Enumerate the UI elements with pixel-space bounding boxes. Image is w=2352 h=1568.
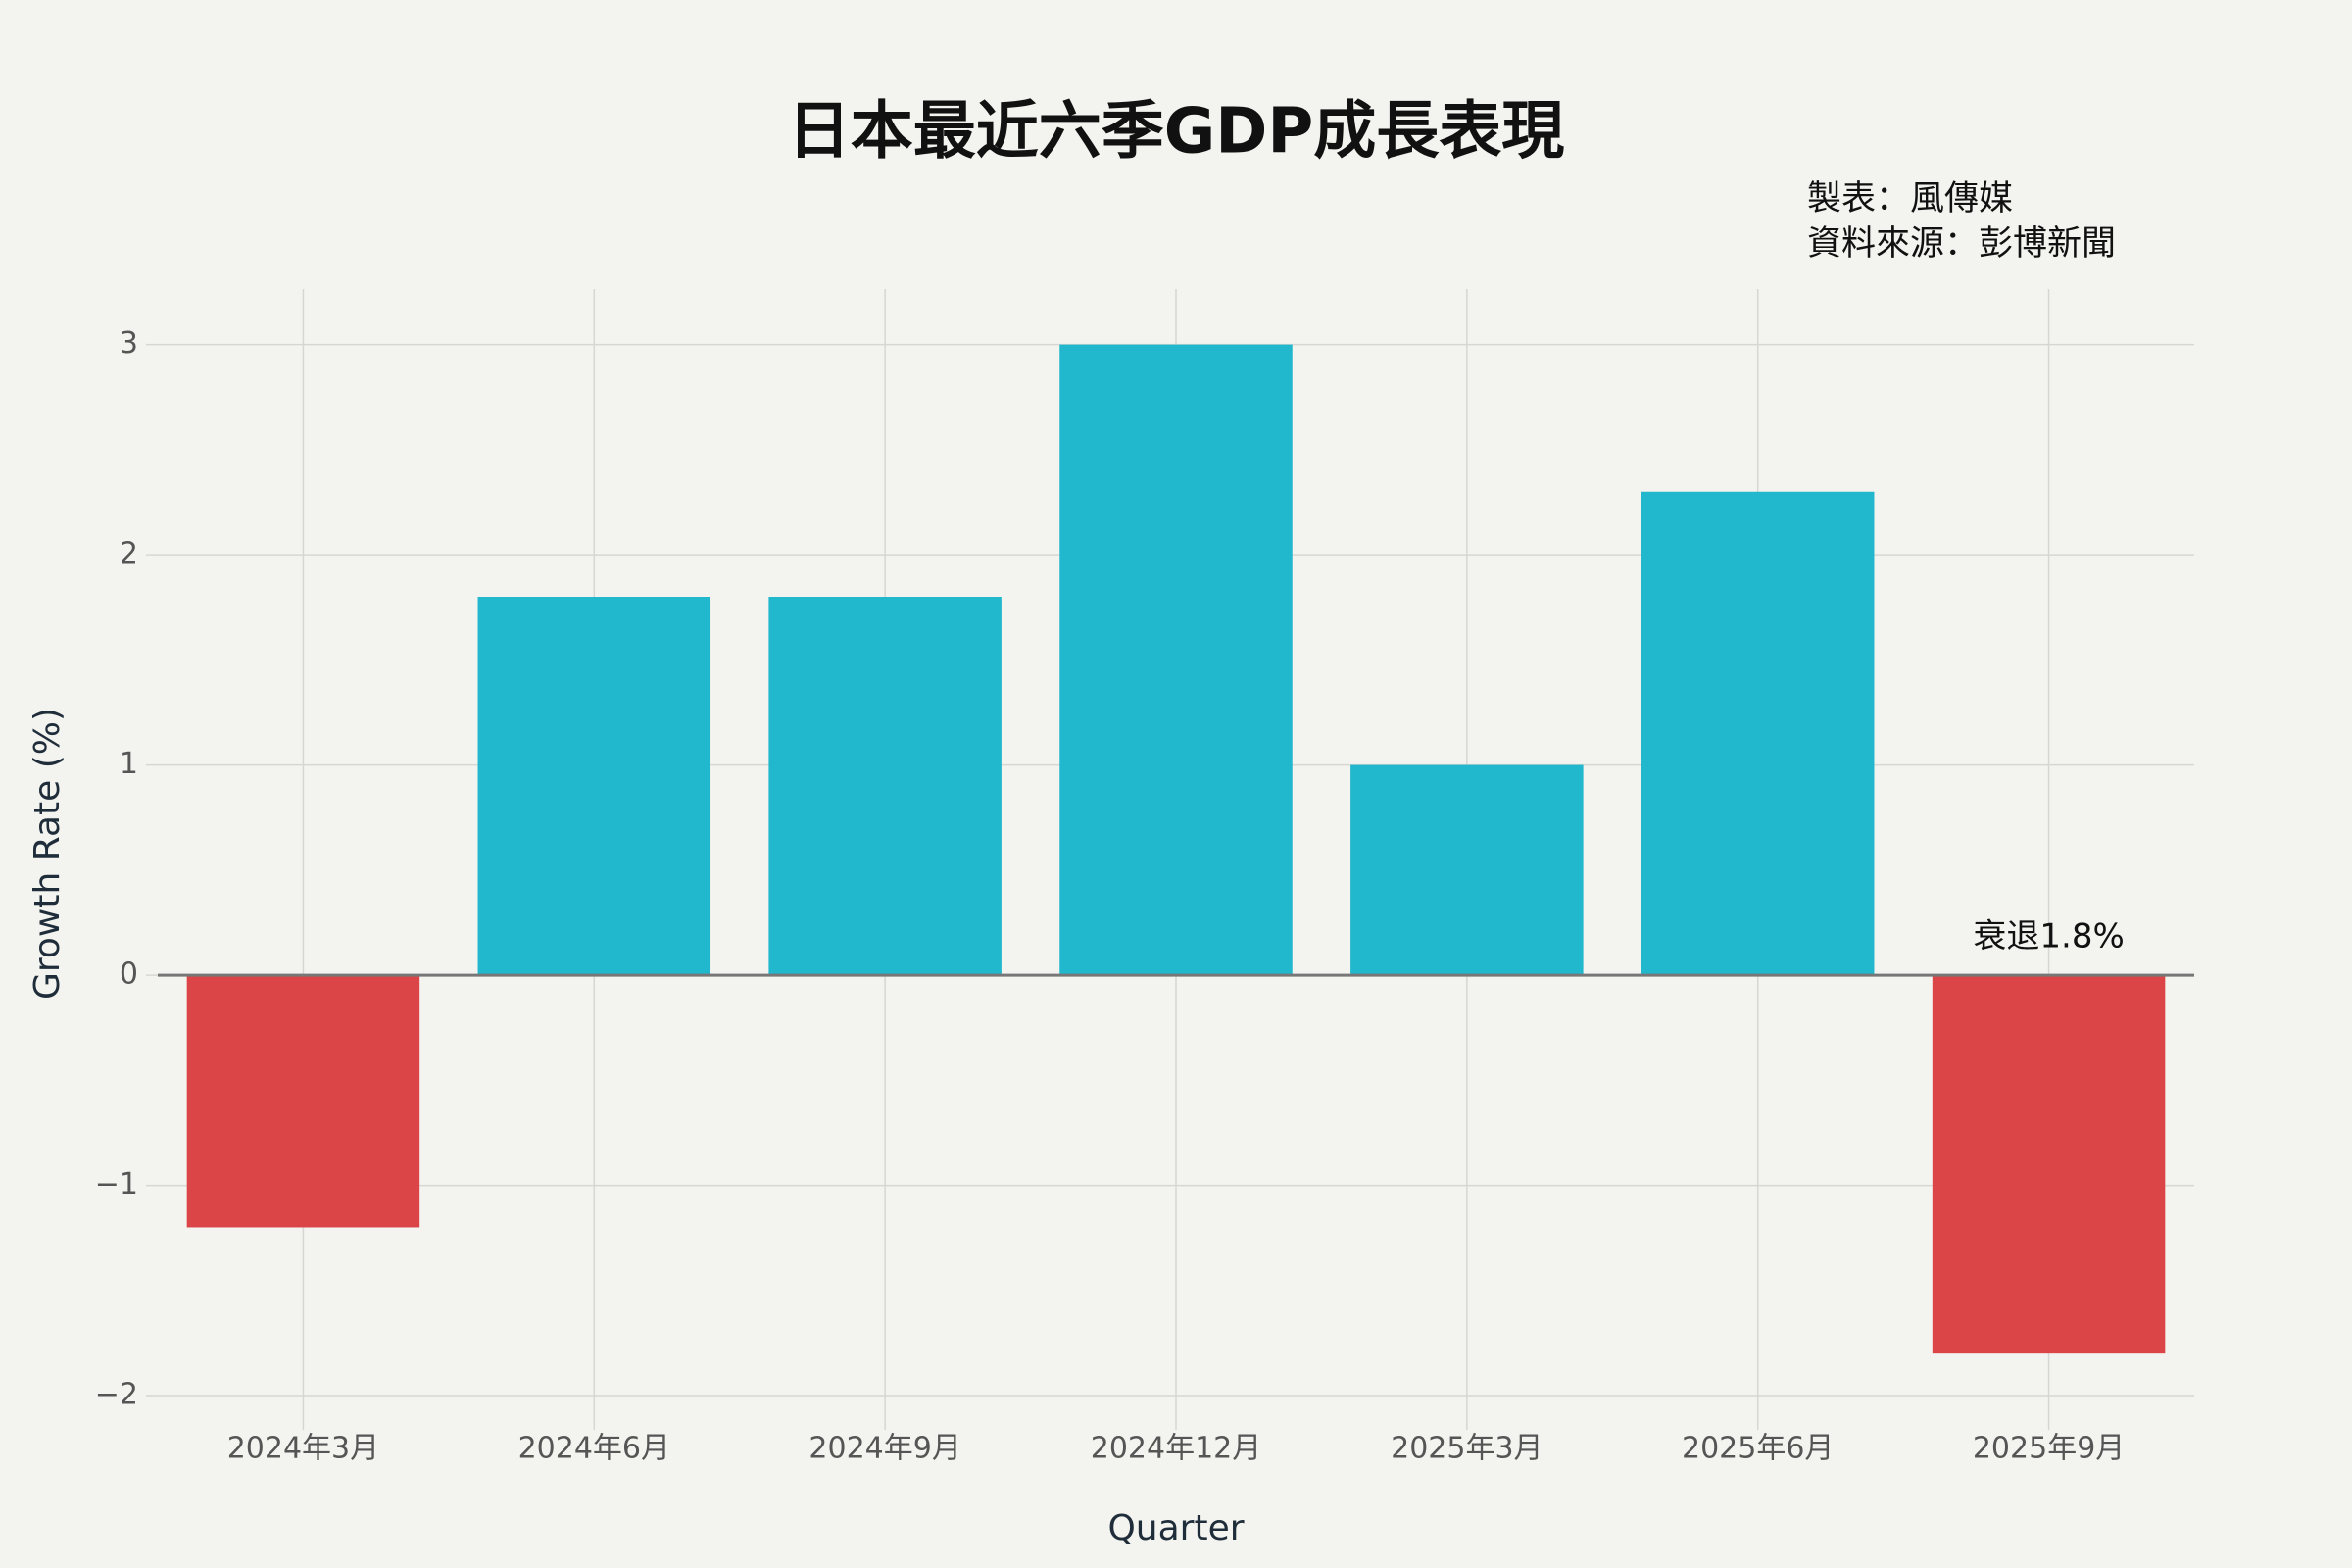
chart-title: 日本最近六季GDP成長表現 xyxy=(788,96,1565,169)
x-tick-label: 2025年3月 xyxy=(1391,1432,1543,1466)
bar xyxy=(1932,975,2166,1354)
credit: 製表：風傳媒 xyxy=(1807,179,2013,219)
bar xyxy=(1059,344,1293,976)
x-axis-label: Quarter xyxy=(1107,1508,1244,1548)
bar xyxy=(186,975,420,1228)
y-tick-label: −2 xyxy=(95,1378,138,1412)
bar xyxy=(768,597,1002,976)
x-tick-label: 2025年6月 xyxy=(1682,1432,1834,1466)
y-axis-label: Growth Rate (%) xyxy=(27,708,68,1000)
bar xyxy=(1350,764,1584,976)
y-tick-label: 3 xyxy=(120,326,138,361)
credit: 資料來源：彭博新聞 xyxy=(1807,224,2116,264)
x-tick-label: 2024年12月 xyxy=(1091,1432,1262,1466)
bar xyxy=(477,597,711,976)
y-tick-label: 1 xyxy=(120,747,138,781)
bar xyxy=(1641,491,1875,976)
x-tick-label: 2024年3月 xyxy=(227,1432,379,1466)
x-tick-label: 2024年9月 xyxy=(808,1432,960,1466)
annotation: 衰退1.8% xyxy=(1973,917,2124,956)
y-tick-label: −1 xyxy=(95,1167,138,1201)
y-tick-label: 0 xyxy=(120,957,138,992)
x-tick-label: 2024年6月 xyxy=(518,1432,670,1466)
x-tick-label: 2025年9月 xyxy=(1973,1432,2125,1466)
y-tick-label: 2 xyxy=(120,537,138,571)
